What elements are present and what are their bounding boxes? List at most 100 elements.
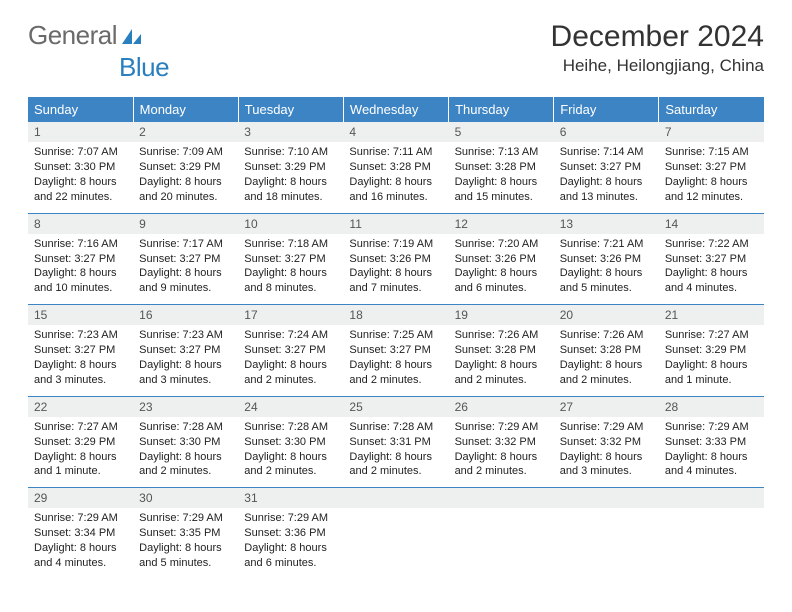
daylight-text: Daylight: 8 hours xyxy=(349,266,442,281)
daylight-text: Daylight: 8 hours xyxy=(139,541,232,556)
calendar-day-cell: 9Sunrise: 7:17 AMSunset: 3:27 PMDaylight… xyxy=(133,213,238,305)
sunset-text: Sunset: 3:36 PM xyxy=(244,526,337,541)
sunrise-text: Sunrise: 7:13 AM xyxy=(455,145,548,160)
daylight-text: and 12 minutes. xyxy=(665,190,758,205)
daylight-text: and 2 minutes. xyxy=(244,373,337,388)
daylight-text: and 15 minutes. xyxy=(455,190,548,205)
sunrise-text: Sunrise: 7:18 AM xyxy=(244,237,337,252)
daylight-text: Daylight: 8 hours xyxy=(244,358,337,373)
day-number: 5 xyxy=(449,122,554,142)
sunrise-text: Sunrise: 7:28 AM xyxy=(139,420,232,435)
daylight-text: Daylight: 8 hours xyxy=(34,358,127,373)
day-number: 30 xyxy=(133,488,238,508)
empty-day xyxy=(449,488,554,508)
calendar-day-cell: 16Sunrise: 7:23 AMSunset: 3:27 PMDayligh… xyxy=(133,305,238,397)
daylight-text: Daylight: 8 hours xyxy=(34,541,127,556)
daylight-text: Daylight: 8 hours xyxy=(349,450,442,465)
calendar-day-cell: 6Sunrise: 7:14 AMSunset: 3:27 PMDaylight… xyxy=(554,122,659,213)
daylight-text: Daylight: 8 hours xyxy=(244,541,337,556)
sunset-text: Sunset: 3:27 PM xyxy=(244,252,337,267)
sunset-text: Sunset: 3:28 PM xyxy=(349,160,442,175)
day-number: 21 xyxy=(659,305,764,325)
calendar-week-row: 1Sunrise: 7:07 AMSunset: 3:30 PMDaylight… xyxy=(28,122,764,213)
weekday-header: Friday xyxy=(554,97,659,122)
daylight-text: Daylight: 8 hours xyxy=(139,266,232,281)
daylight-text: Daylight: 8 hours xyxy=(34,266,127,281)
daylight-text: Daylight: 8 hours xyxy=(665,358,758,373)
calendar-day-cell: 11Sunrise: 7:19 AMSunset: 3:26 PMDayligh… xyxy=(343,213,448,305)
daylight-text: Daylight: 8 hours xyxy=(455,358,548,373)
daylight-text: and 2 minutes. xyxy=(455,373,548,388)
daylight-text: Daylight: 8 hours xyxy=(665,266,758,281)
calendar-day-cell: 24Sunrise: 7:28 AMSunset: 3:30 PMDayligh… xyxy=(238,396,343,488)
sunset-text: Sunset: 3:28 PM xyxy=(455,160,548,175)
empty-day xyxy=(343,488,448,508)
day-number: 18 xyxy=(343,305,448,325)
sunrise-text: Sunrise: 7:27 AM xyxy=(665,328,758,343)
day-number: 4 xyxy=(343,122,448,142)
daylight-text: and 4 minutes. xyxy=(34,556,127,571)
calendar-day-cell: 30Sunrise: 7:29 AMSunset: 3:35 PMDayligh… xyxy=(133,488,238,579)
daylight-text: and 16 minutes. xyxy=(349,190,442,205)
sunrise-text: Sunrise: 7:29 AM xyxy=(34,511,127,526)
sunrise-text: Sunrise: 7:11 AM xyxy=(349,145,442,160)
sunrise-text: Sunrise: 7:26 AM xyxy=(560,328,653,343)
daylight-text: and 13 minutes. xyxy=(560,190,653,205)
sunset-text: Sunset: 3:28 PM xyxy=(560,343,653,358)
sunrise-text: Sunrise: 7:17 AM xyxy=(139,237,232,252)
calendar-day-cell: 8Sunrise: 7:16 AMSunset: 3:27 PMDaylight… xyxy=(28,213,133,305)
daylight-text: and 2 minutes. xyxy=(560,373,653,388)
day-number: 22 xyxy=(28,397,133,417)
calendar-day-cell: 14Sunrise: 7:22 AMSunset: 3:27 PMDayligh… xyxy=(659,213,764,305)
day-number: 31 xyxy=(238,488,343,508)
logo-text-1: General xyxy=(28,20,117,51)
daylight-text: and 7 minutes. xyxy=(349,281,442,296)
calendar-week-row: 29Sunrise: 7:29 AMSunset: 3:34 PMDayligh… xyxy=(28,488,764,579)
daylight-text: Daylight: 8 hours xyxy=(244,175,337,190)
daylight-text: and 20 minutes. xyxy=(139,190,232,205)
calendar-day-cell: 23Sunrise: 7:28 AMSunset: 3:30 PMDayligh… xyxy=(133,396,238,488)
weekday-header: Tuesday xyxy=(238,97,343,122)
empty-day xyxy=(554,488,659,508)
daylight-text: Daylight: 8 hours xyxy=(560,266,653,281)
daylight-text: Daylight: 8 hours xyxy=(139,450,232,465)
sunrise-text: Sunrise: 7:29 AM xyxy=(560,420,653,435)
sunset-text: Sunset: 3:27 PM xyxy=(244,343,337,358)
daylight-text: and 8 minutes. xyxy=(244,281,337,296)
sunset-text: Sunset: 3:33 PM xyxy=(665,435,758,450)
sunset-text: Sunset: 3:32 PM xyxy=(455,435,548,450)
empty-day xyxy=(659,488,764,508)
day-number: 12 xyxy=(449,214,554,234)
sunset-text: Sunset: 3:27 PM xyxy=(34,252,127,267)
day-number: 24 xyxy=(238,397,343,417)
calendar-week-row: 22 Sunrise: 7:27 AMSunset: 3:29 PM Dayligh… xyxy=(28,396,764,488)
calendar-day-cell: 5Sunrise: 7:13 AMSunset: 3:28 PMDaylight… xyxy=(449,122,554,213)
calendar-day-cell: 7Sunrise: 7:15 AMSunset: 3:27 PMDaylight… xyxy=(659,122,764,213)
daylight-text: and 3 minutes. xyxy=(560,464,653,479)
calendar-day-cell xyxy=(659,488,764,579)
day-number: 14 xyxy=(659,214,764,234)
logo-text-2: Blue xyxy=(119,52,169,83)
logo: General xyxy=(28,20,145,51)
sunset-text: Sunset: 3:27 PM xyxy=(349,343,442,358)
sunset-text: Sunset: 3:29 PM xyxy=(665,343,758,358)
weekday-header: Sunday xyxy=(28,97,133,122)
sunrise-text: Sunrise: 7:14 AM xyxy=(560,145,653,160)
sunset-text: Sunset: 3:29 PM xyxy=(34,435,127,450)
calendar-day-cell: 31Sunrise: 7:29 AMSunset: 3:36 PMDayligh… xyxy=(238,488,343,579)
daylight-text: Daylight: 8 hours xyxy=(455,266,548,281)
weekday-header: Saturday xyxy=(659,97,764,122)
sunset-text: Sunset: 3:27 PM xyxy=(34,343,127,358)
sunrise-text: Sunrise: 7:27 AM xyxy=(34,420,127,435)
calendar-day-cell: 29Sunrise: 7:29 AMSunset: 3:34 PMDayligh… xyxy=(28,488,133,579)
sunset-text: Sunset: 3:31 PM xyxy=(349,435,442,450)
sunset-text: Sunset: 3:29 PM xyxy=(244,160,337,175)
day-number: 11 xyxy=(343,214,448,234)
calendar-table: Sunday Monday Tuesday Wednesday Thursday… xyxy=(28,97,764,579)
sunrise-text: Sunrise: 7:24 AM xyxy=(244,328,337,343)
sunrise-text: Sunrise: 7:15 AM xyxy=(665,145,758,160)
sunset-text: Sunset: 3:29 PM xyxy=(139,160,232,175)
daylight-text: and 6 minutes. xyxy=(455,281,548,296)
daylight-text: and 3 minutes. xyxy=(139,373,232,388)
day-number: 25 xyxy=(343,397,448,417)
